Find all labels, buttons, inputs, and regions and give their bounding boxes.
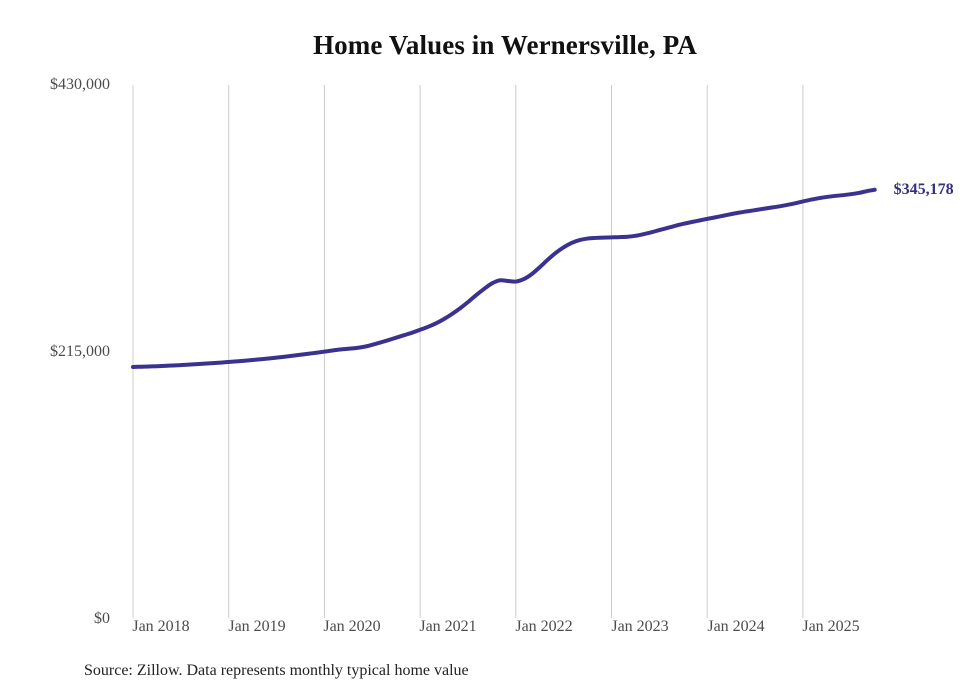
x-axis-tick-label: Jan 2023	[611, 618, 669, 635]
home-value-line-series	[131, 187, 877, 369]
y-axis-tick-label: $215,000	[50, 343, 110, 360]
source-note: Source: Zillow. Data represents monthly …	[84, 662, 469, 679]
y-axis-tick-labels: $430,000 $215,000 $0	[0, 0, 110, 699]
vertical-gridlines	[132, 85, 804, 618]
x-axis-tick-label: Jan 2024	[707, 618, 765, 635]
x-axis-tick-label: Jan 2019	[228, 618, 286, 635]
x-axis-tick-label: Jan 2018	[132, 618, 190, 635]
x-axis-tick-label: Jan 2025	[802, 618, 860, 635]
x-axis-tick-label: Jan 2022	[515, 618, 573, 635]
y-axis-tick-label: $430,000	[50, 76, 110, 93]
x-axis-tick-label: Jan 2021	[419, 618, 477, 635]
end-value-annotation: $345,178	[893, 180, 954, 198]
x-axis-tick-label: Jan 2020	[323, 618, 381, 635]
y-axis-tick-label: $0	[94, 610, 110, 627]
chart-title: Home Values in Wernersville, PA	[313, 30, 697, 60]
